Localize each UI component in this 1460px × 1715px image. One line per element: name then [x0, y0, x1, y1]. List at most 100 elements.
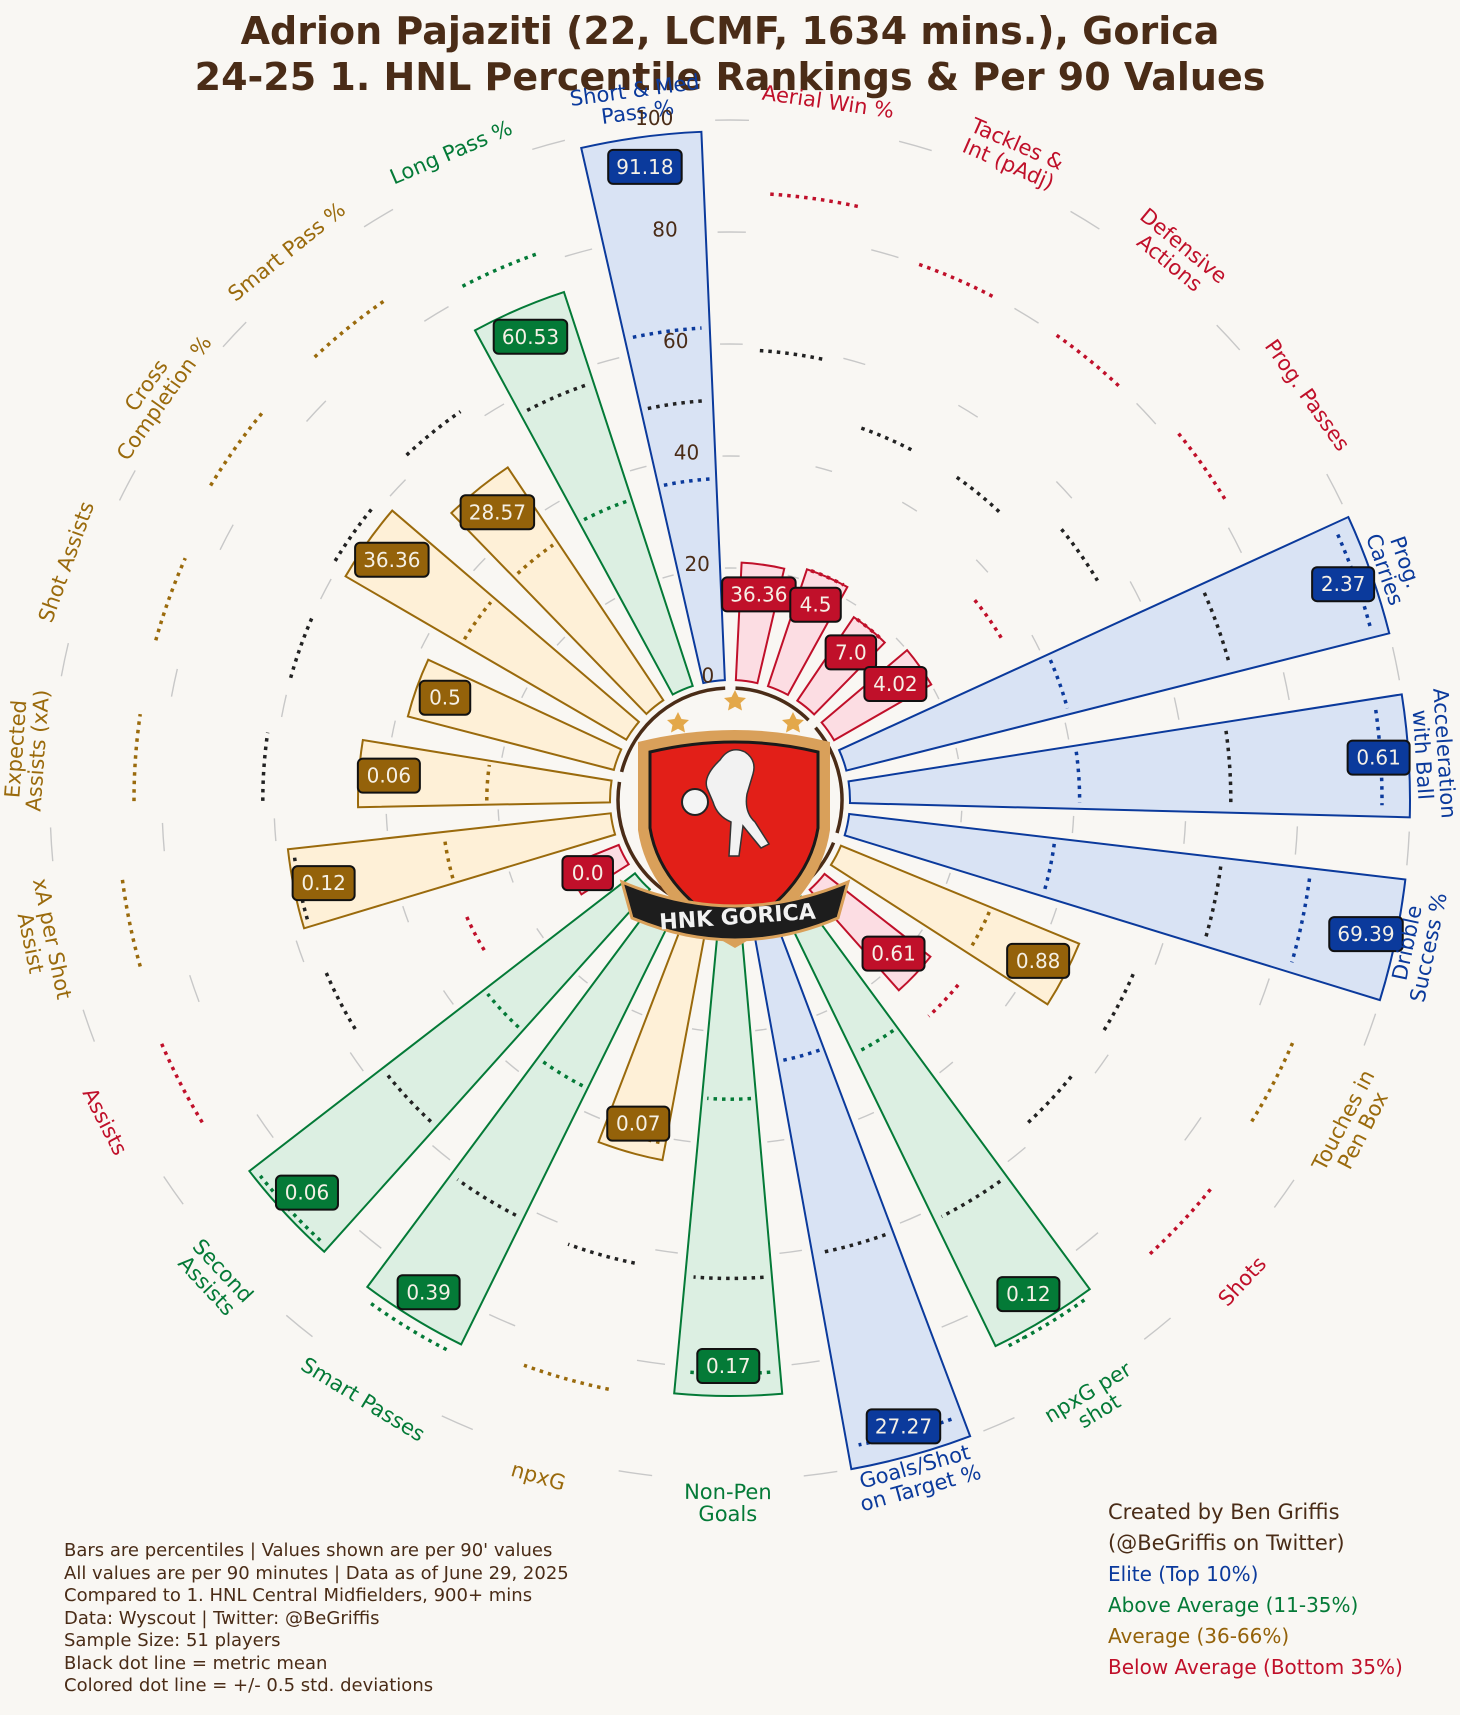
mean-line [940, 1179, 1002, 1219]
mean-line [292, 856, 310, 920]
grid-arc [536, 1212, 558, 1223]
value-box: 0.88 [1006, 942, 1071, 979]
grid-arc [305, 400, 327, 422]
value-box: 0.61 [861, 935, 926, 972]
std-high-line [461, 251, 542, 288]
grid-arc [845, 598, 857, 606]
grid-arc [402, 905, 410, 923]
std-low-line [857, 1028, 895, 1054]
value-box: 28.57 [459, 494, 536, 531]
grid-arc [939, 1061, 954, 1074]
grid-arc [1136, 402, 1157, 425]
grid-arc [1075, 1232, 1099, 1251]
group-arc [735, 686, 810, 722]
value-box: 27.27 [865, 1408, 942, 1445]
value-label: 4.02 [873, 672, 918, 696]
metric-label: Long Pass % [386, 116, 515, 190]
grid-arc [536, 928, 544, 939]
std-high-line [1055, 333, 1123, 390]
grid-arc [49, 827, 54, 862]
metric-label: Non-Pen Goals [684, 1480, 772, 1526]
mean-line [1026, 1075, 1073, 1125]
grid-layer [49, 119, 1410, 1477]
value-label: 0.0 [572, 861, 604, 885]
mean-line [456, 1178, 517, 1217]
grid-arc [901, 501, 918, 512]
grid-arc [472, 557, 486, 572]
mean-line [288, 614, 315, 679]
tick-label: 60 [663, 329, 688, 353]
grid-arc [870, 976, 881, 985]
value-label: 60.53 [502, 325, 559, 349]
grid-arc [843, 357, 866, 366]
grid-arc [1007, 1146, 1026, 1163]
grid-arc [391, 720, 396, 738]
grid-arc [349, 1052, 364, 1072]
mean-line [860, 426, 916, 453]
grid-arc [1154, 943, 1164, 965]
value-label: 0.17 [706, 1354, 751, 1378]
std-low-line [927, 983, 960, 1018]
grid-arc [983, 1416, 1015, 1432]
grid-arc [604, 597, 616, 606]
std-high-line [1147, 1188, 1212, 1257]
grid-arc [960, 810, 963, 823]
tick-label: 100 [635, 106, 673, 130]
value-label: 4.5 [800, 593, 832, 617]
group-arc [619, 686, 726, 773]
value-box: 0.06 [274, 1174, 339, 1211]
grid-arc [358, 1229, 382, 1249]
grid-arc [441, 1415, 474, 1431]
metric-label: Smart Passes [297, 1353, 429, 1447]
std-high-line [159, 1041, 204, 1124]
std-low-line [541, 1059, 584, 1088]
value-label: 0.12 [1006, 1282, 1051, 1306]
grid-arc [508, 871, 514, 883]
std-low-line [486, 992, 520, 1029]
grid-arc [1071, 815, 1075, 834]
note-line: Compared to 1. HNL Central Midfielders, … [64, 1585, 533, 1606]
std-low-line [707, 1096, 752, 1101]
value-label: 2.37 [1321, 572, 1366, 596]
std-low-line [810, 569, 845, 587]
grid-arc [1143, 1317, 1172, 1340]
metric-label: Tackles &Int (pAdj) [957, 113, 1067, 195]
logo-star-center [724, 690, 746, 711]
grid-arc [636, 1359, 666, 1365]
std-high-line [154, 557, 187, 641]
mean-line [759, 348, 826, 362]
tick-label: 0 [702, 664, 715, 688]
tick-label: 80 [652, 218, 677, 242]
grid-arc [256, 1114, 274, 1139]
value-label: 0.39 [406, 1280, 451, 1304]
grid-arc [857, 1111, 875, 1120]
mean-line [1224, 730, 1233, 805]
std-high-line [1336, 533, 1372, 627]
grid-arc [975, 559, 989, 573]
metric-label: Accelerationwith Ball [1406, 687, 1460, 820]
grid-arc [432, 1145, 451, 1161]
legend-below-average: Below Average (Bottom 35%) [1108, 1655, 1403, 1679]
value-box: 0.12 [996, 1276, 1061, 1313]
grid-arc [219, 524, 234, 551]
legend-above-average: Above Average (11-35%) [1108, 1593, 1359, 1617]
std-low-line [463, 911, 486, 952]
grid-arc [629, 465, 647, 472]
value-label: 36.36 [363, 548, 420, 572]
note-line: Bars are percentiles | Values shown are … [64, 1540, 553, 1561]
grid-arc [556, 636, 566, 646]
logo-star-right [782, 712, 804, 733]
grid-arc [320, 578, 332, 600]
std-low-line [663, 477, 711, 487]
value-box: 36.36 [354, 541, 430, 578]
std-high-line [1006, 1298, 1086, 1348]
grid-arc [295, 940, 305, 963]
std-high-line [918, 262, 997, 300]
grid-arc [578, 975, 588, 984]
grid-arc [161, 822, 166, 852]
value-label: 91.18 [616, 155, 673, 179]
std-low-line [583, 499, 628, 522]
grid-arc [815, 466, 833, 473]
std-low-line [442, 836, 455, 879]
